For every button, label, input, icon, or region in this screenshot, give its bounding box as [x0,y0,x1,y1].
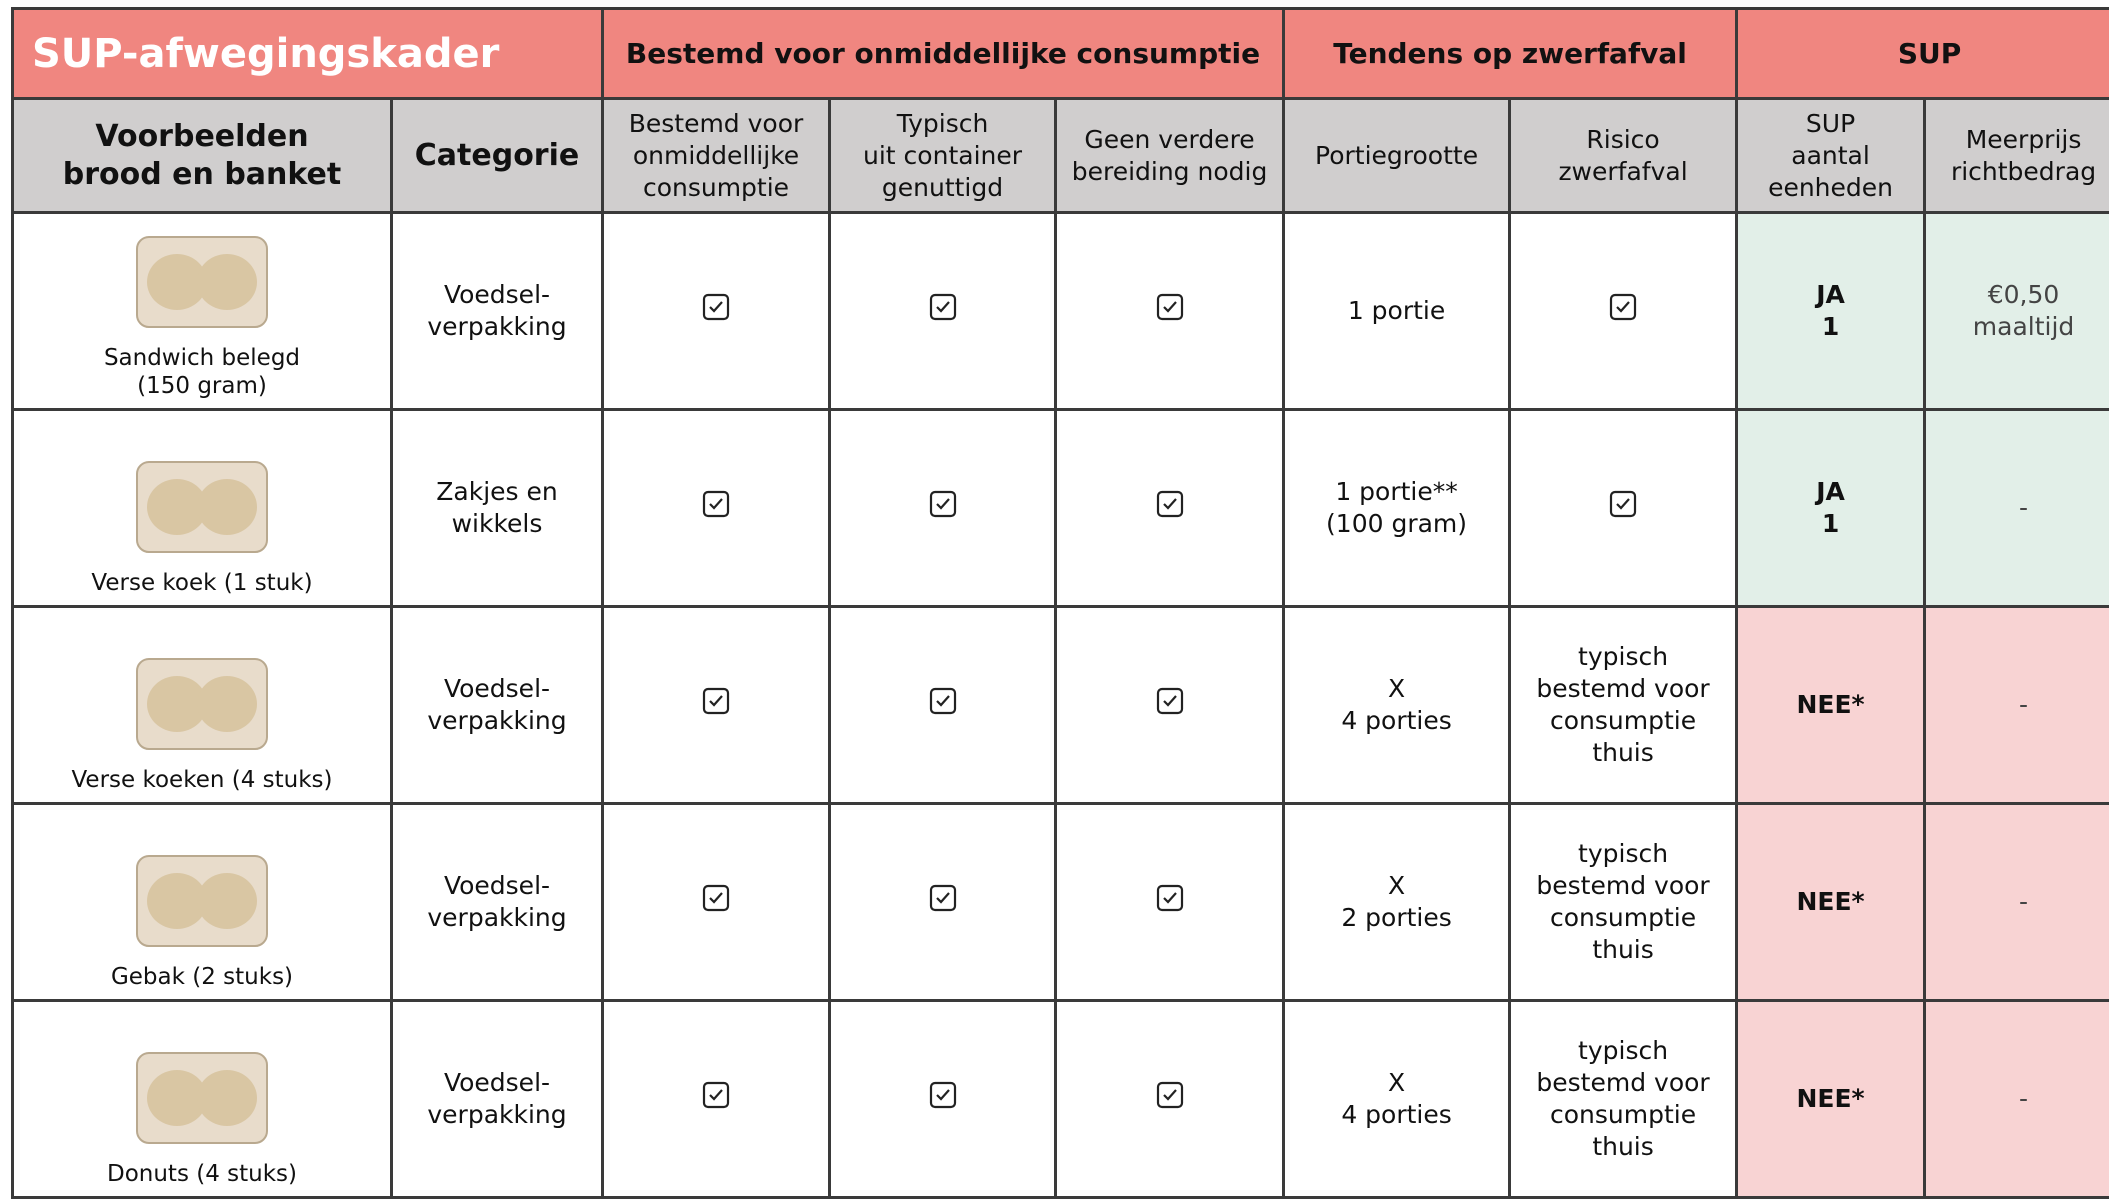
product-image [117,846,287,956]
check-cell [603,607,830,804]
check-cell [603,1001,830,1198]
table-title: SUP-afwegingskader [13,9,603,99]
product-image [117,1043,287,1153]
check-cell [1056,607,1284,804]
price-cell: - [1925,804,2109,1001]
product-image [117,649,287,759]
check-cell [603,410,830,607]
checkbox-icon [702,884,730,912]
checkbox-icon [1156,1081,1184,1109]
check-cell [1510,213,1737,410]
table-row: Gebak (2 stuks)Voedsel- verpakking X 2 po… [13,804,2109,1001]
check-cell [830,410,1056,607]
framework-table: SUP-afwegingskader Bestemd voor onmiddel… [11,7,2109,1199]
portion-cell: 1 portie [1284,213,1510,410]
sup-cell: NEE* [1737,607,1925,804]
product-cell: Verse koek (1 stuk) [13,410,392,607]
checkbox-icon [929,884,957,912]
price-cell: - [1925,410,2109,607]
check-cell [1056,1001,1284,1198]
check-cell [603,213,830,410]
checkbox-icon [1156,687,1184,715]
product-name: Gebak (2 stuks) [14,963,390,991]
column-header: Voorbeelden brood en banket [13,99,392,213]
column-header: SUP aantal eenheden [1737,99,1925,213]
risk-cell: typisch bestemd voor consumptie thuis [1510,804,1737,1001]
check-cell [830,804,1056,1001]
column-header: Meerprijs richtbedrag [1925,99,2109,213]
check-cell [1510,410,1737,607]
product-image [117,452,287,562]
column-header: Geen verdere bereiding nodig [1056,99,1284,213]
price-cell: - [1925,1001,2109,1198]
price-cell: - [1925,607,2109,804]
portion-cell: X 4 porties [1284,1001,1510,1198]
category-cell: Voedsel- verpakking [392,213,603,410]
column-header: Portiegrootte [1284,99,1510,213]
column-header: Bestemd voor onmiddellijke consumptie [603,99,830,213]
checkbox-icon [702,1081,730,1109]
checkbox-icon [929,293,957,321]
check-cell [830,213,1056,410]
checkbox-icon [929,1081,957,1109]
check-cell [1056,804,1284,1001]
checkbox-icon [702,293,730,321]
product-name: Verse koek (1 stuk) [14,569,390,597]
column-header: Typisch uit container genuttigd [830,99,1056,213]
portion-cell: X 2 porties [1284,804,1510,1001]
category-cell: Zakjes en wikkels [392,410,603,607]
portion-cell: X 4 porties [1284,607,1510,804]
table-row: Sandwich belegd (150 gram)Voedsel- verpa… [13,213,2109,410]
check-cell [830,607,1056,804]
checkbox-icon [1156,293,1184,321]
checkbox-icon [1156,884,1184,912]
check-cell [1056,213,1284,410]
table-row: Verse koek (1 stuk)Zakjes en wikkels 1 po… [13,410,2109,607]
sup-cell: JA 1 [1737,410,1925,607]
checkbox-icon [702,490,730,518]
checkbox-icon [1156,490,1184,518]
table-row: Verse koeken (4 stuks)Voedsel- verpakkin… [13,607,2109,804]
product-name: Sandwich belegd (150 gram) [14,344,390,400]
sup-cell: NEE* [1737,1001,1925,1198]
column-header: Risico zwerfafval [1510,99,1737,213]
checkbox-icon [1609,293,1637,321]
portion-cell: 1 portie** (100 gram) [1284,410,1510,607]
product-image [117,227,287,337]
product-cell: Donuts (4 stuks) [13,1001,392,1198]
table-row: Donuts (4 stuks)Voedsel- verpakking X 4 p… [13,1001,2109,1198]
group-header: SUP [1737,9,2109,99]
category-cell: Voedsel- verpakking [392,1001,603,1198]
group-header: Tendens op zwerfafval [1284,9,1737,99]
product-cell: Sandwich belegd (150 gram) [13,213,392,410]
check-cell [830,1001,1056,1198]
risk-cell: typisch bestemd voor consumptie thuis [1510,607,1737,804]
checkbox-icon [1609,490,1637,518]
risk-cell: typisch bestemd voor consumptie thuis [1510,1001,1737,1198]
check-cell [1056,410,1284,607]
page: SUP-afwegingskader Bestemd voor onmiddel… [0,0,2109,1152]
group-header: Bestemd voor onmiddellijke consumptie [603,9,1284,99]
product-cell: Verse koeken (4 stuks) [13,607,392,804]
checkbox-icon [702,687,730,715]
sup-cell: NEE* [1737,804,1925,1001]
checkbox-icon [929,687,957,715]
check-cell [603,804,830,1001]
sup-cell: JA 1 [1737,213,1925,410]
column-header: Categorie [392,99,603,213]
category-cell: Voedsel- verpakking [392,607,603,804]
checkbox-icon [929,490,957,518]
product-cell: Gebak (2 stuks) [13,804,392,1001]
product-name: Donuts (4 stuks) [14,1160,390,1188]
price-cell: €0,50 maaltijd [1925,213,2109,410]
category-cell: Voedsel- verpakking [392,804,603,1001]
product-name: Verse koeken (4 stuks) [14,766,390,794]
